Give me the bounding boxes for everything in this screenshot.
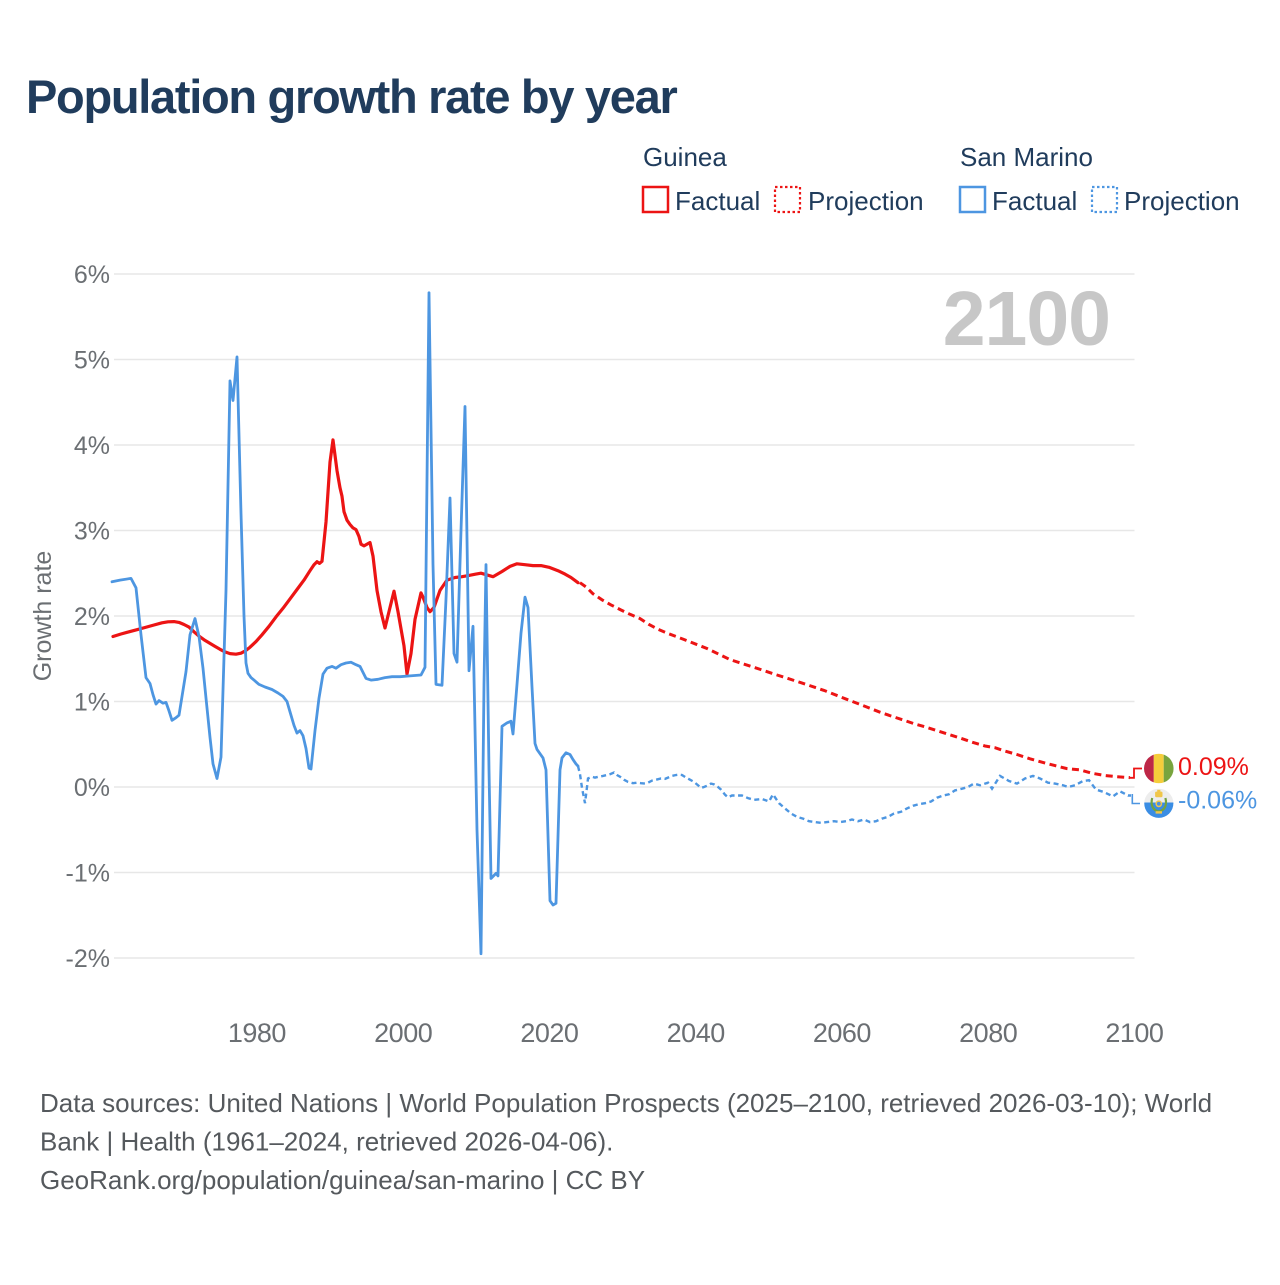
svg-text:-1%: -1% (66, 860, 110, 888)
svg-text:-2%: -2% (66, 945, 110, 973)
svg-text:1%: 1% (74, 689, 110, 717)
svg-text:Factual: Factual (675, 186, 760, 216)
svg-text:2100: 2100 (1105, 1018, 1163, 1048)
svg-text:San Marino: San Marino (960, 142, 1093, 172)
svg-text:2060: 2060 (813, 1018, 871, 1048)
svg-text:1980: 1980 (228, 1018, 286, 1048)
svg-text:6%: 6% (74, 261, 110, 289)
svg-text:2020: 2020 (520, 1018, 578, 1048)
svg-text:5%: 5% (74, 347, 110, 375)
svg-text:-0.06%: -0.06% (1178, 787, 1257, 815)
svg-text:Data sources: United Nations |: Data sources: United Nations | World Pop… (40, 1088, 1212, 1118)
svg-text:GeoRank.org/population/guinea/: GeoRank.org/population/guinea/san-marino… (40, 1165, 645, 1195)
svg-text:Guinea: Guinea (643, 142, 727, 172)
svg-text:Factual: Factual (992, 186, 1077, 216)
svg-text:0.09%: 0.09% (1178, 753, 1249, 781)
svg-text:2100: 2100 (943, 276, 1110, 362)
svg-text:Population growth rate by year: Population growth rate by year (26, 70, 677, 123)
svg-text:3%: 3% (74, 518, 110, 546)
svg-text:Projection: Projection (808, 186, 924, 216)
svg-text:4%: 4% (74, 432, 110, 460)
svg-text:Bank | Health (1961–2024, retr: Bank | Health (1961–2024, retrieved 2026… (40, 1127, 613, 1157)
svg-text:2040: 2040 (667, 1018, 725, 1048)
svg-text:Projection: Projection (1124, 186, 1240, 216)
svg-text:0%: 0% (74, 774, 110, 802)
svg-text:2080: 2080 (959, 1018, 1017, 1048)
svg-text:2000: 2000 (374, 1018, 432, 1048)
svg-text:Growth rate: Growth rate (29, 551, 57, 682)
svg-text:2%: 2% (74, 603, 110, 631)
